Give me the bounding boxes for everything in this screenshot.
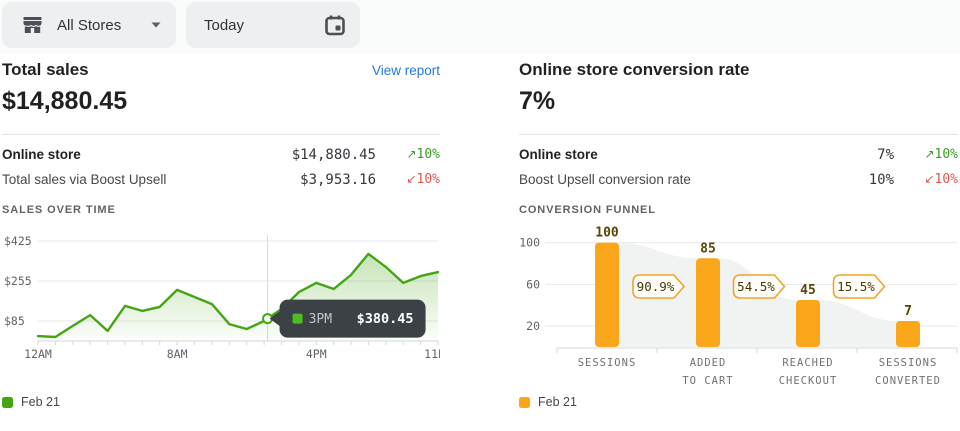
funnel-bar <box>896 321 920 347</box>
sales-over-time-heading: SALES OVER TIME <box>2 204 116 216</box>
svg-text:4PM: 4PM <box>306 347 327 361</box>
metric-value: $3,953.16 <box>300 171 376 188</box>
metric-label: Online store <box>2 147 81 162</box>
svg-text:12AM: 12AM <box>24 347 52 361</box>
metric-delta: ↙10% <box>406 172 440 187</box>
store-filter-label: All Stores <box>57 16 122 34</box>
funnel-category-label: REACHED <box>782 357 833 369</box>
svg-text:$255: $255 <box>4 274 32 288</box>
metric-value: $14,880.45 <box>291 146 376 163</box>
sales-chart-legend: Feb 21 <box>2 395 60 409</box>
svg-text:20: 20 <box>526 319 540 333</box>
conversion-badge <box>832 274 886 299</box>
funnel-chart-legend: Feb 21 <box>519 395 577 409</box>
conversion-rate-title: Online store conversion rate <box>519 60 750 79</box>
funnel-category-label: SESSIONS <box>879 357 938 369</box>
conversion-badge-value: 54.5% <box>737 279 775 294</box>
legend-swatch-orange <box>519 396 530 408</box>
svg-text:8AM: 8AM <box>167 347 188 361</box>
total-sales-metric-rows: Online store $14,880.45 ↗10% Total sales… <box>2 134 440 192</box>
funnel-category-label: CONVERTED <box>875 375 941 387</box>
metric-row-boost-upsell: Boost Upsell conversion rate 10% ↙10% <box>519 167 958 192</box>
legend-label: Feb 21 <box>21 395 60 409</box>
store-filter-button[interactable]: All Stores <box>2 2 176 48</box>
chevron-down-icon <box>151 22 161 28</box>
metric-row-boost-upsell: Total sales via Boost Upsell $3,953.16 ↙… <box>2 167 440 192</box>
tooltip-series-swatch <box>292 313 303 324</box>
date-filter-label: Today <box>204 16 245 34</box>
trend-down-icon: ↙ <box>406 172 417 186</box>
metric-delta: ↗10% <box>406 147 440 162</box>
funnel-bar-value: 85 <box>700 241 716 256</box>
legend-swatch-green <box>2 396 13 408</box>
conversion-badge-value: 90.9% <box>637 279 675 294</box>
conversion-badge-value: 15.5% <box>837 279 875 294</box>
metric-label: Online store <box>519 147 598 162</box>
total-sales-panel: Total sales View report $14,880.45 Onlin… <box>2 54 440 415</box>
funnel-bar <box>595 242 619 347</box>
funnel-category-label: SESSIONS <box>578 357 637 369</box>
trend-down-icon: ↙ <box>924 172 935 186</box>
conversion-funnel-chart[interactable]: 100 60 20 100 85 45 7 90.9% 54.5% 15.5% SESSIONS AD… <box>519 226 960 392</box>
svg-text:$425: $425 <box>4 234 32 248</box>
tooltip-value: $380.45 <box>357 311 414 327</box>
total-sales-value: $14,880.45 <box>2 87 128 115</box>
metric-value: 7% <box>877 146 894 163</box>
store-icon <box>23 17 42 33</box>
funnel-category-label: TO CART <box>682 375 733 387</box>
conversion-badge <box>732 274 786 299</box>
filters-toolbar: All Stores Today <box>0 0 960 54</box>
tooltip-time-label: 3PM <box>309 312 333 327</box>
metric-value: 10% <box>868 171 894 188</box>
conversion-funnel-heading: CONVERSION FUNNEL <box>519 204 656 216</box>
trend-up-icon: ↗ <box>924 147 935 161</box>
metric-row-online-store: Online store $14,880.45 ↗10% <box>2 142 440 167</box>
chart-tooltip: 3PM $380.45 <box>269 299 426 338</box>
svg-text:60: 60 <box>526 277 540 291</box>
legend-label: Feb 21 <box>538 395 577 409</box>
metric-delta: ↙10% <box>924 172 958 187</box>
trend-up-icon: ↗ <box>406 147 417 161</box>
funnel-bar-value: 45 <box>800 283 816 298</box>
view-report-link[interactable]: View report <box>371 63 440 78</box>
metric-label: Boost Upsell conversion rate <box>519 172 691 187</box>
svg-text:100: 100 <box>519 236 540 250</box>
conversion-badge <box>632 274 686 299</box>
svg-text:11PM: 11PM <box>424 347 440 361</box>
funnel-category-label: ADDED <box>690 357 727 369</box>
conversion-rate-value: 7% <box>519 87 556 115</box>
calendar-icon <box>325 15 345 36</box>
metric-row-online-store: Online store 7% ↗10% <box>519 142 958 167</box>
funnel-bar-value: 100 <box>595 226 619 241</box>
sales-over-time-chart[interactable]: $425 $255 $85 12AM 8AM 4PM 11PM 3PM $380.45 <box>2 226 440 368</box>
metric-delta: ↗10% <box>924 147 958 162</box>
svg-text:$85: $85 <box>4 314 25 328</box>
funnel-category-label: CHECKOUT <box>779 375 838 387</box>
metric-label: Total sales via Boost Upsell <box>2 172 167 187</box>
conversion-rate-panel: Online store conversion rate 7% Online s… <box>519 54 960 415</box>
funnel-bar <box>796 300 820 347</box>
funnel-bar <box>696 258 720 347</box>
conversion-metric-rows: Online store 7% ↗10% Boost Upsell conver… <box>519 134 958 192</box>
funnel-bar-value: 7 <box>904 304 912 319</box>
total-sales-title: Total sales <box>2 60 89 79</box>
date-filter-button[interactable]: Today <box>186 2 360 48</box>
